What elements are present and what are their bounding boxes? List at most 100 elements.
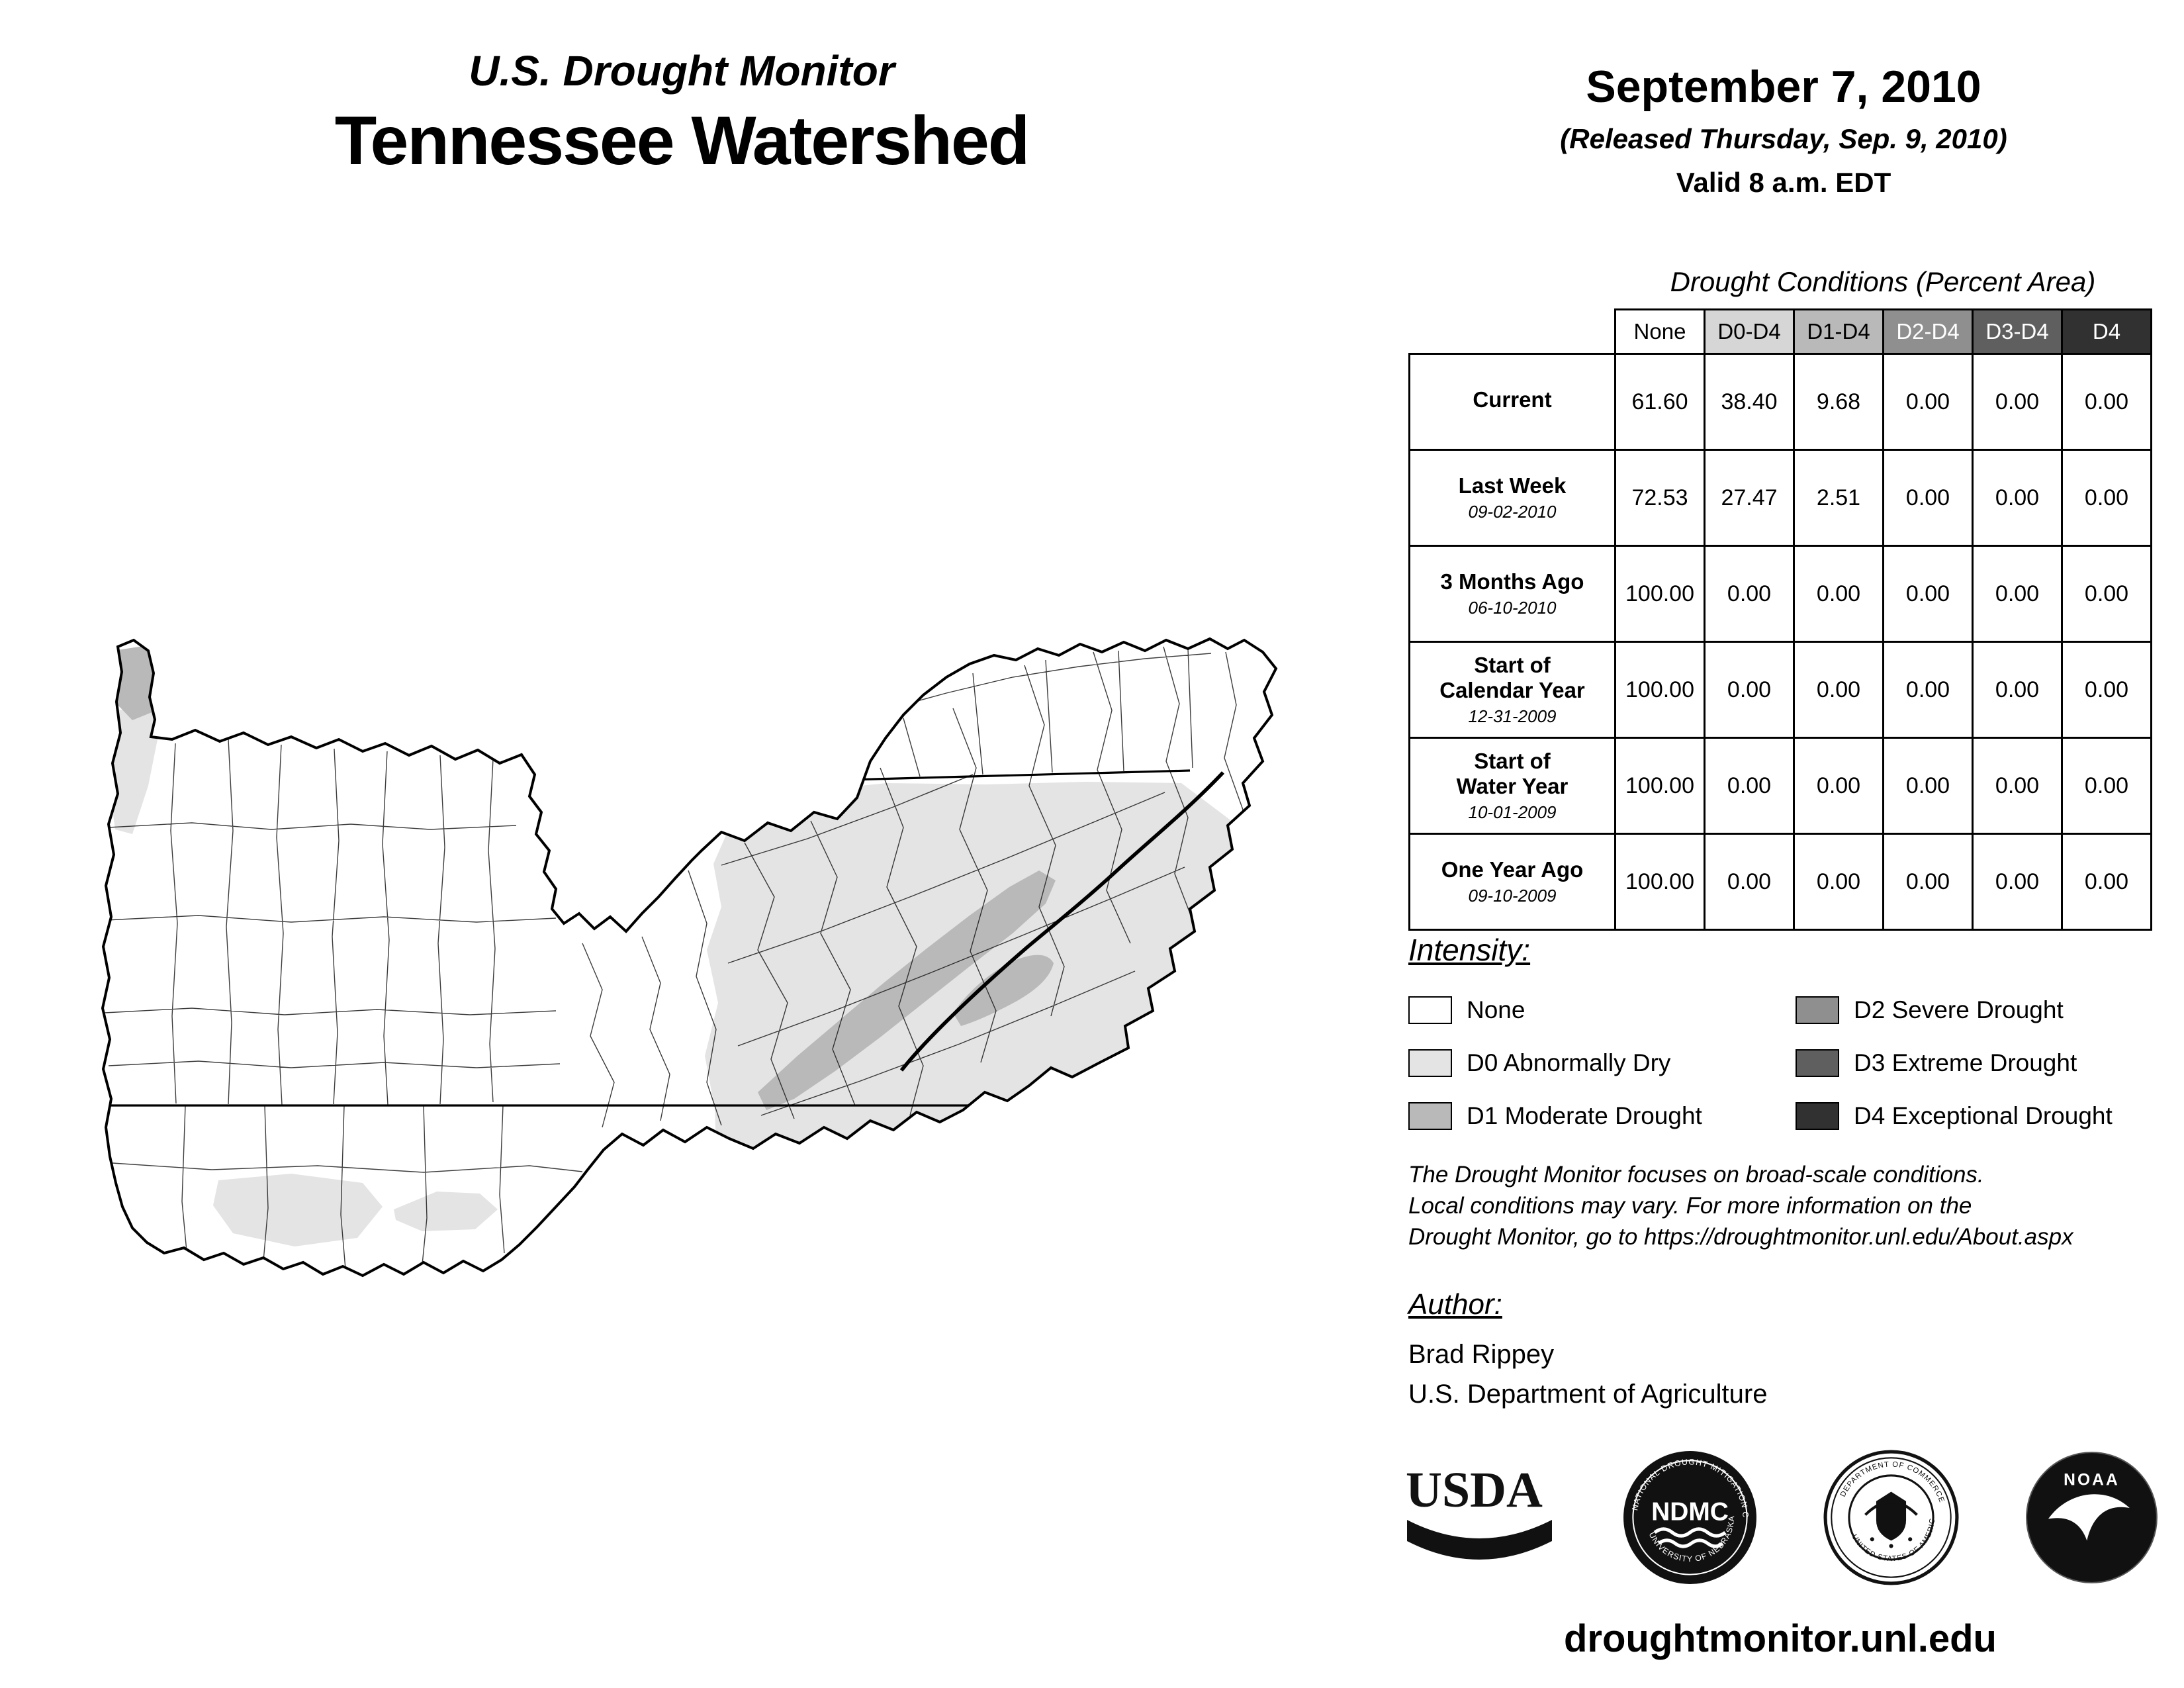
table-cell: 0.00 — [1882, 833, 1974, 931]
date-block: September 7, 2010 (Released Thursday, Se… — [1430, 61, 2138, 199]
report-kicker: U.S. Drought Monitor — [469, 47, 895, 95]
row-label-3-months-ago: 3 Months Ago 06-10-2010 — [1408, 545, 1616, 643]
table-cell: 100.00 — [1614, 641, 1706, 739]
table-cell: 0.00 — [2061, 545, 2152, 643]
commerce-logo: DEPARTMENT OF COMMERCE UNITED STATES OF … — [1823, 1450, 1959, 1585]
state-line-diagonal — [899, 771, 1224, 1072]
legend-swatch-d3 — [1796, 1049, 1839, 1077]
table-cell: 0.00 — [1882, 737, 1974, 835]
legend-item-d1: D1 Moderate Drought — [1408, 1102, 1796, 1130]
table-row: Current 61.60 38.40 9.68 0.00 0.00 0.00 — [1408, 353, 2152, 451]
watershed-map — [101, 637, 1278, 1278]
table-cell: 0.00 — [1972, 353, 2063, 451]
table-cell: 100.00 — [1614, 545, 1706, 643]
table-cell: 0.00 — [2061, 353, 2152, 451]
d0-shading-south-1 — [213, 1174, 383, 1246]
noaa-bird-icon — [2048, 1494, 2130, 1541]
site-url: droughtmonitor.unl.edu — [1563, 1617, 1997, 1660]
author-heading: Author: — [1408, 1288, 1502, 1321]
table-cell: 0.00 — [1972, 737, 2063, 835]
author-name: Brad Rippey — [1408, 1340, 1555, 1369]
valid-time: Valid 8 a.m. EDT — [1676, 167, 1891, 198]
table-cell: 100.00 — [1614, 737, 1706, 835]
table-cell: 9.68 — [1793, 353, 1884, 451]
table-cell: 61.60 — [1614, 353, 1706, 451]
column-header-none: None — [1614, 308, 1706, 355]
table-cell: 0.00 — [1704, 737, 1795, 835]
table-cell: 0.00 — [1793, 545, 1884, 643]
report-date: September 7, 2010 — [1586, 62, 1981, 112]
table-cell: 0.00 — [1704, 545, 1795, 643]
column-header-d1d4: D1-D4 — [1793, 308, 1884, 355]
table-corner — [1409, 309, 1615, 354]
table-cell: 0.00 — [2061, 833, 2152, 931]
legend-item-d0: D0 Abnormally Dry — [1408, 1049, 1796, 1077]
column-header-d2d4: D2-D4 — [1882, 308, 1974, 355]
d1-shading-east-band — [758, 870, 1056, 1110]
table-cell: 0.00 — [1972, 833, 2063, 931]
column-header-d0d4: D0-D4 — [1704, 308, 1795, 355]
table-cell: 100.00 — [1614, 833, 1706, 931]
noaa-logo: NOAA — [2026, 1452, 2158, 1583]
table-row: Last Week 09-02-2010 72.53 27.47 2.51 0.0… — [1408, 449, 2152, 547]
table-cell: 0.00 — [1882, 449, 1974, 547]
legend-title: Intensity: — [1408, 933, 1531, 967]
legend-item-none: None — [1408, 996, 1796, 1024]
table-cell: 38.40 — [1704, 353, 1795, 451]
table-row: Start of Calendar Year 12-31-2009 100.00 0… — [1408, 641, 2152, 739]
table-cell: 0.00 — [2061, 737, 2152, 835]
county-boundaries — [104, 646, 1244, 1270]
table-cell: 0.00 — [1882, 545, 1974, 643]
legend-item-d4: D4 Exceptional Drought — [1796, 1102, 2166, 1130]
table-cell: 0.00 — [1793, 641, 1884, 739]
agency-logos: USDA NATIONAL DROUGHT MITIGATION CENTER … — [1402, 1450, 2160, 1585]
row-label-start-water-year: Start of Water Year 10-01-2009 — [1408, 737, 1616, 835]
table-row: 3 Months Ago 06-10-2010 100.00 0.00 0.00 … — [1408, 545, 2152, 643]
d1-shading-northwest — [113, 645, 156, 720]
legend-swatch-none — [1408, 996, 1452, 1024]
drought-conditions-table: None D0-D4 D1-D4 D2-D4 D3-D4 D4 Current … — [1408, 308, 2152, 931]
column-header-d3d4: D3-D4 — [1972, 308, 2063, 355]
table-header-row: None D0-D4 D1-D4 D2-D4 D3-D4 D4 — [1409, 308, 2152, 355]
drought-table-section: Drought Conditions (Percent Area) None D… — [1408, 266, 2153, 931]
legend-swatch-d0 — [1408, 1049, 1452, 1077]
legend-item-d2: D2 Severe Drought — [1796, 996, 2166, 1024]
row-label-current: Current — [1408, 353, 1616, 451]
table-cell: 0.00 — [1793, 737, 1884, 835]
disclaimer: The Drought Monitor focuses on broad-sca… — [1408, 1162, 2073, 1250]
table-cell: 0.00 — [2061, 641, 2152, 739]
table-cell: 0.00 — [1972, 545, 2063, 643]
intensity-legend: Intensity: None D0 Abnormally Dry D1 Mod… — [1408, 932, 2169, 1143]
table-cell: 0.00 — [1882, 641, 1974, 739]
state-line-north — [848, 769, 1191, 781]
table-cell: 0.00 — [1972, 449, 2063, 547]
table-cell: 0.00 — [1972, 641, 2063, 739]
d0-shading-east — [705, 782, 1276, 1276]
d1-shading-east-blob — [953, 955, 1054, 1026]
watershed-outline — [101, 637, 1278, 1278]
table-row: Start of Water Year 10-01-2009 100.00 0.00… — [1408, 737, 2152, 835]
table-cell: 0.00 — [1793, 833, 1884, 931]
row-label-start-calendar-year: Start of Calendar Year 12-31-2009 — [1408, 641, 1616, 739]
d0-shading-south-2 — [394, 1192, 498, 1231]
ndmc-logo: NATIONAL DROUGHT MITIGATION CENTER UNIVE… — [1622, 1450, 1757, 1584]
row-label-one-year-ago: One Year Ago 09-10-2009 — [1408, 833, 1616, 931]
table-title: Drought Conditions (Percent Area) — [1670, 266, 2096, 297]
table-cell: 27.47 — [1704, 449, 1795, 547]
legend-swatch-d4 — [1796, 1102, 1839, 1130]
released-date: (Released Thursday, Sep. 9, 2010) — [1560, 123, 2007, 154]
usda-logo: USDA — [1406, 1463, 1552, 1560]
row-label-last-week: Last Week 09-02-2010 — [1408, 449, 1616, 547]
table-cell: 0.00 — [1704, 641, 1795, 739]
svg-text:USDA: USDA — [1406, 1463, 1543, 1518]
legend-item-d3: D3 Extreme Drought — [1796, 1049, 2166, 1077]
table-cell: 0.00 — [2061, 449, 2152, 547]
legend-swatch-d1 — [1408, 1102, 1452, 1130]
report-title-block: U.S. Drought Monitor Tennessee Watershed — [199, 46, 1165, 181]
table-cell: 0.00 — [1882, 353, 1974, 451]
table-row: One Year Ago 09-10-2009 100.00 0.00 0.00 … — [1408, 833, 2152, 931]
svg-text:NDMC: NDMC — [1651, 1498, 1729, 1526]
column-header-d4: D4 — [2061, 308, 2152, 355]
page-title: Tennessee Watershed — [334, 103, 1030, 179]
